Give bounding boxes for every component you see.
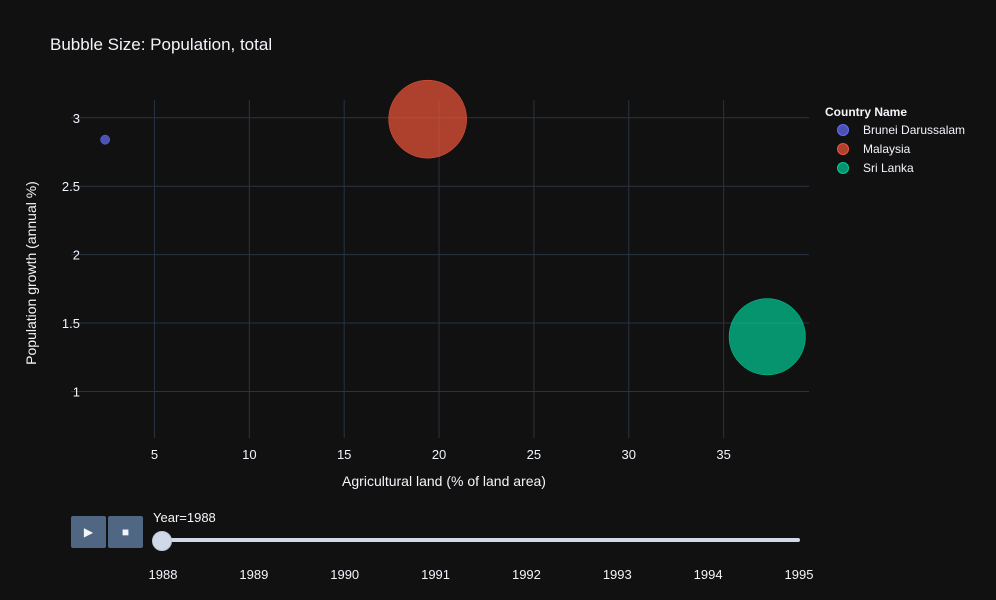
x-tick-label: 15: [337, 447, 351, 462]
slider-step-1991[interactable]: 1991: [421, 567, 451, 582]
slider-handle[interactable]: [152, 531, 172, 551]
legend-marker[interactable]: [837, 124, 849, 136]
y-ticks: 1 1.5 2 2.5 3: [62, 111, 80, 400]
grid: [71, 100, 809, 438]
slider-step-1993[interactable]: 1993: [602, 567, 632, 582]
x-tick-label: 30: [622, 447, 636, 462]
slider-track[interactable]: [162, 538, 800, 542]
y-axis-title: Population growth (annual %): [23, 181, 39, 365]
slider-step-1989[interactable]: 1989: [239, 567, 269, 582]
y-tick-label: 2: [73, 248, 80, 263]
play-icon: ▶: [83, 525, 94, 539]
y-tick-label: 1: [73, 384, 80, 399]
slider-step-1995[interactable]: 1995: [784, 567, 814, 582]
x-axis-title: Agricultural land (% of land area): [342, 473, 546, 489]
x-tick-label: 35: [716, 447, 730, 462]
legend-item-label[interactable]: Malaysia: [863, 142, 911, 156]
slider-step-1994[interactable]: 1994: [693, 567, 723, 582]
bubbles: [100, 79, 806, 376]
slider-current-label: Year=1988: [153, 510, 216, 525]
x-tick-label: 20: [432, 447, 446, 462]
slider-step-1992[interactable]: 1992: [511, 567, 541, 582]
legend: Brunei Darussalam Malaysia Sri Lanka: [837, 123, 965, 175]
bubble-brunei-darussalam[interactable]: [100, 134, 110, 145]
legend-title: Country Name: [825, 105, 907, 119]
x-tick-label: 5: [151, 447, 158, 462]
slider-step-1988[interactable]: 1988: [148, 567, 178, 582]
y-tick-label: 1.5: [62, 316, 80, 331]
slider-step-1990[interactable]: 1990: [330, 567, 360, 582]
x-tick-label: 25: [527, 447, 541, 462]
legend-item-label[interactable]: Brunei Darussalam: [863, 123, 965, 137]
stop-icon: ■: [121, 525, 130, 539]
chart-title: Bubble Size: Population, total: [50, 35, 272, 54]
x-tick-label: 10: [242, 447, 256, 462]
legend-marker[interactable]: [837, 143, 849, 155]
legend-marker[interactable]: [837, 162, 849, 174]
x-ticks: 5 10 15 20 25 30 35: [151, 447, 731, 462]
y-tick-label: 2.5: [62, 179, 80, 194]
stop-button[interactable]: ■: [108, 516, 143, 548]
bubble-sri-lanka[interactable]: [728, 298, 806, 376]
y-tick-label: 3: [73, 111, 80, 126]
legend-item-label[interactable]: Sri Lanka: [863, 161, 914, 175]
play-button[interactable]: ▶: [71, 516, 106, 548]
bubble-malaysia[interactable]: [388, 79, 467, 159]
